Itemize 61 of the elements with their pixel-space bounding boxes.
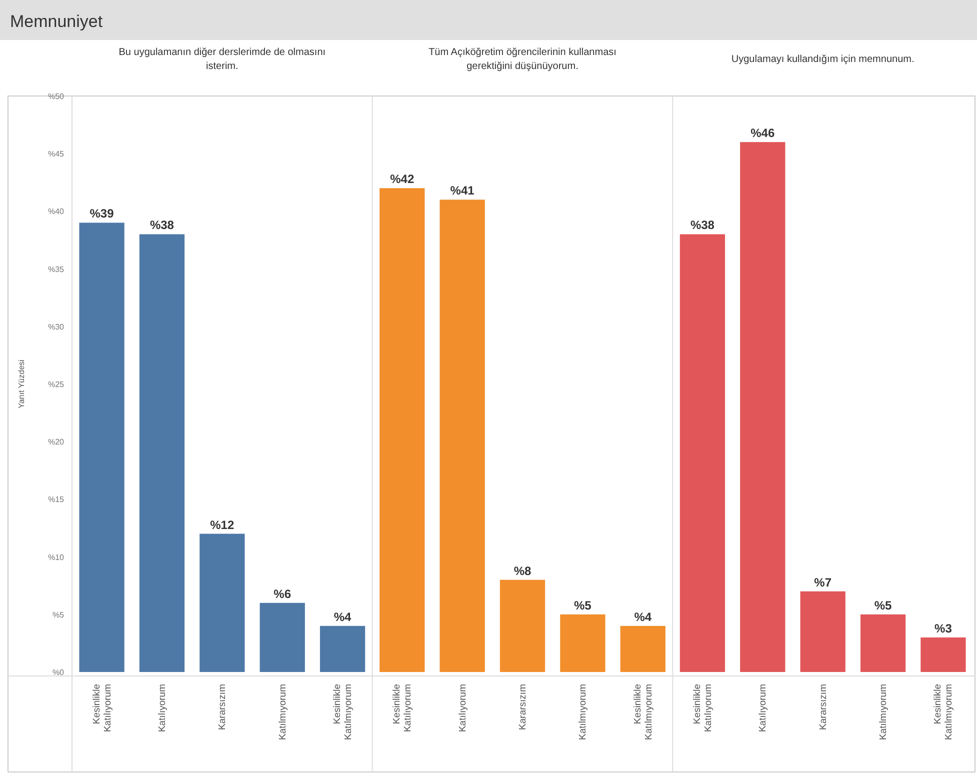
bar <box>800 591 846 672</box>
y-tick-label: %20 <box>48 438 65 447</box>
bar <box>860 614 906 672</box>
x-tick-label: Katılmıyorum <box>578 684 589 740</box>
y-tick-label: %30 <box>48 322 65 332</box>
bar <box>139 234 185 672</box>
bar <box>79 222 124 672</box>
bar <box>560 614 606 672</box>
y-axis-title: Yanıt Yüzdesi <box>17 359 26 408</box>
y-tick-label: %50 <box>48 92 65 101</box>
x-tick-label: Katılıyorum <box>156 684 168 732</box>
x-tick-label: Kesinlikle Katılmıyorum <box>932 684 955 740</box>
bar <box>740 142 786 672</box>
x-tick-label: Katılmıyorum <box>277 684 288 740</box>
x-tick-label: Kesinlikle Katılıyorum <box>392 684 414 732</box>
chart-subtitle: Bu uygulamanın diğer derslerimde de olmasını isterim. <box>118 47 326 72</box>
bar <box>320 626 366 672</box>
bar <box>500 580 546 672</box>
x-tick-label: Kesinlikle Katılıyorum <box>692 684 714 732</box>
y-tick-label: %25 <box>48 380 65 389</box>
chart-subtitle: Uygulamayı kullandığım için memnunum. <box>731 54 914 65</box>
data-label: %38 <box>150 218 174 232</box>
y-tick-label: %5 <box>52 610 65 620</box>
bar <box>200 534 245 672</box>
x-tick-label: Kesinlikle Katılmıyorum <box>332 684 354 740</box>
x-tick-label: Katılmıyorum <box>878 684 890 740</box>
y-tick-label: %45 <box>48 150 65 159</box>
data-label: %3 <box>934 621 952 636</box>
bar <box>380 188 425 672</box>
x-tick-label: Kararsızım <box>818 684 829 730</box>
y-tick-label: %0 <box>52 668 65 677</box>
y-tick-label: %40 <box>48 207 65 216</box>
data-label: %7 <box>814 575 832 590</box>
data-label: %41 <box>450 184 475 198</box>
y-tick-label: %15 <box>48 495 65 504</box>
y-tick-label: %35 <box>48 264 65 274</box>
chart-subtitle: Tüm Açıköğretim öğrencilerinin kullanması gerektiğini düşünüyorum. <box>428 47 616 72</box>
data-label: %4 <box>634 610 652 624</box>
data-label: %38 <box>690 218 715 232</box>
data-label: %39 <box>90 206 114 221</box>
bar <box>260 602 305 672</box>
data-label: %42 <box>390 172 414 186</box>
x-tick-label: Katılıyorum <box>457 684 468 732</box>
bar <box>620 626 666 672</box>
x-tick-label: Kararsızım <box>217 684 228 730</box>
chart-title: Memnuniyet <box>10 12 103 31</box>
y-tick-label: %10 <box>48 552 65 562</box>
data-label: %12 <box>210 518 234 532</box>
bar <box>440 200 485 672</box>
bar <box>920 637 966 672</box>
x-tick-label: Katılıyorum <box>758 684 769 732</box>
bar <box>680 234 726 672</box>
x-tick-label: Kesinlikle Katılıyorum <box>91 684 114 732</box>
data-label: %6 <box>274 586 292 601</box>
data-label: %4 <box>334 610 352 624</box>
data-label: %8 <box>514 564 532 578</box>
x-tick-label: Kararsızım <box>518 684 528 730</box>
x-tick-label: Kesinlikle Katılmıyorum <box>632 684 654 740</box>
data-label: %5 <box>574 598 592 612</box>
data-label: %5 <box>874 598 892 612</box>
data-label: %46 <box>750 126 775 140</box>
